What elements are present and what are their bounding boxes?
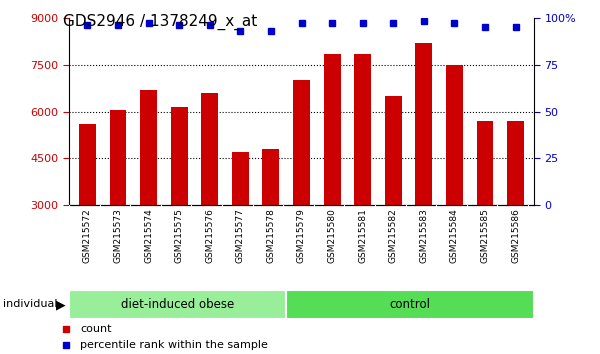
Bar [110, 110, 127, 205]
Bar [232, 152, 249, 205]
Text: GSM215581: GSM215581 [358, 208, 367, 263]
Text: GSM215584: GSM215584 [450, 208, 459, 263]
Bar [286, 290, 534, 319]
Bar [262, 149, 280, 205]
Text: GSM215575: GSM215575 [175, 208, 184, 263]
Text: GSM215580: GSM215580 [328, 208, 337, 263]
Text: GSM215583: GSM215583 [419, 208, 428, 263]
Text: GSM215574: GSM215574 [144, 208, 153, 263]
Text: GSM215582: GSM215582 [389, 208, 398, 263]
Bar [79, 124, 96, 205]
Text: GSM215576: GSM215576 [205, 208, 214, 263]
Bar [202, 93, 218, 205]
Text: ▶: ▶ [56, 298, 65, 311]
Bar [354, 54, 371, 205]
Bar [446, 65, 463, 205]
Text: control: control [389, 298, 431, 311]
Bar [323, 54, 341, 205]
Text: GSM215586: GSM215586 [511, 208, 520, 263]
Text: GDS2946 / 1378249_x_at: GDS2946 / 1378249_x_at [63, 14, 257, 30]
Text: GSM215572: GSM215572 [83, 208, 92, 263]
Text: GSM215578: GSM215578 [266, 208, 275, 263]
Text: GSM215573: GSM215573 [113, 208, 122, 263]
Text: GSM215577: GSM215577 [236, 208, 245, 263]
Bar [140, 90, 157, 205]
Text: diet-induced obese: diet-induced obese [121, 298, 234, 311]
Text: GSM215579: GSM215579 [297, 208, 306, 263]
Bar [171, 107, 188, 205]
Bar [385, 96, 401, 205]
Text: GSM215585: GSM215585 [481, 208, 490, 263]
Text: count: count [80, 324, 112, 333]
Text: percentile rank within the sample: percentile rank within the sample [80, 340, 268, 350]
Text: individual: individual [3, 299, 58, 309]
Bar [293, 80, 310, 205]
Bar [507, 121, 524, 205]
Bar [415, 43, 432, 205]
Bar [476, 121, 493, 205]
Bar [69, 290, 286, 319]
